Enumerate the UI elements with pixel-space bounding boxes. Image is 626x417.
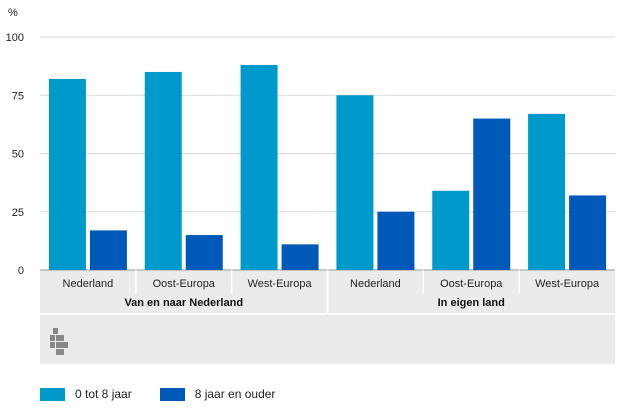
legend-swatch-series-1 [40,387,65,401]
bar-series-2 [377,211,415,270]
x-group-label: Van en naar Nederland [124,297,243,309]
x-category-label: Nederland [63,278,114,290]
legend-label-series-1: 0 tot 8 jaar [75,387,132,401]
x-category-label: West-Europa [535,278,600,290]
bar-series-2 [281,244,319,270]
bar-series-1 [144,71,182,270]
x-category-label: Oost-Europa [153,278,216,290]
y-axis-unit-label: % [8,7,18,19]
bars [48,64,607,271]
legend-item-series-1: 0 tot 8 jaar [40,387,132,401]
bar-series-1 [48,78,86,270]
x-category-label: Nederland [350,278,401,290]
bar-series-2 [473,118,511,270]
legend-item-series-2: 8 jaar en ouder [159,387,276,401]
bar-series-1 [432,190,470,270]
x-axis: Nederland Oost-Europa West-Europa Nederland… [40,270,615,315]
x-group-label: In eigen land [438,297,505,309]
y-tick-label: 0 [18,265,24,277]
bar-series-2 [89,230,127,270]
bar-series-1 [336,95,374,270]
cbs-logo-icon [50,328,68,355]
y-axis: 0 25 50 75 100 [6,32,24,277]
y-tick-label: 75 [12,90,24,102]
bar-series-1 [528,113,566,270]
x-category-label: Oost-Europa [440,278,503,290]
y-tick-label: 25 [12,207,24,219]
bar-series-2 [569,195,607,270]
y-tick-label: 50 [12,149,24,161]
bar-series-1 [240,64,278,271]
bar-series-2 [185,235,223,270]
legend-swatch-series-2 [159,387,185,401]
legend: 0 tot 8 jaar 8 jaar en ouder [40,387,275,401]
legend-label-series-2: 8 jaar en ouder [194,387,276,401]
x-category-label: West-Europa [248,278,313,290]
y-tick-label: 100 [6,32,24,44]
